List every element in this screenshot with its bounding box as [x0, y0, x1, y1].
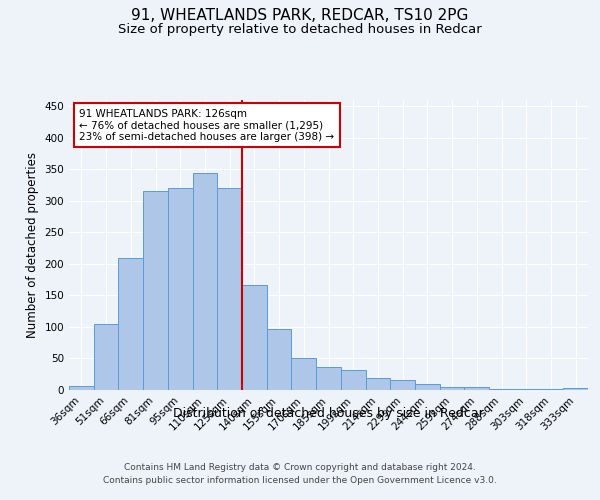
Bar [193, 172, 217, 390]
Bar [118, 258, 143, 390]
Bar [143, 192, 168, 390]
Text: Distribution of detached houses by size in Redcar: Distribution of detached houses by size … [173, 408, 484, 420]
Bar [168, 188, 193, 390]
Text: Size of property relative to detached houses in Redcar: Size of property relative to detached ho… [118, 22, 482, 36]
Text: 91, WHEATLANDS PARK, REDCAR, TS10 2PG: 91, WHEATLANDS PARK, REDCAR, TS10 2PG [131, 8, 469, 22]
Bar [390, 380, 415, 390]
Bar [341, 370, 365, 390]
Text: Contains HM Land Registry data © Crown copyright and database right 2024.
Contai: Contains HM Land Registry data © Crown c… [103, 462, 497, 484]
Bar [415, 384, 440, 390]
Bar [217, 188, 242, 390]
Y-axis label: Number of detached properties: Number of detached properties [26, 152, 39, 338]
Bar [267, 329, 292, 390]
Bar [316, 368, 341, 390]
Bar [464, 387, 489, 390]
Bar [365, 378, 390, 390]
Bar [563, 388, 588, 390]
Bar [440, 387, 464, 390]
Text: 91 WHEATLANDS PARK: 126sqm
← 76% of detached houses are smaller (1,295)
23% of s: 91 WHEATLANDS PARK: 126sqm ← 76% of deta… [79, 108, 335, 142]
Bar [242, 284, 267, 390]
Bar [69, 386, 94, 390]
Bar [94, 324, 118, 390]
Bar [292, 358, 316, 390]
